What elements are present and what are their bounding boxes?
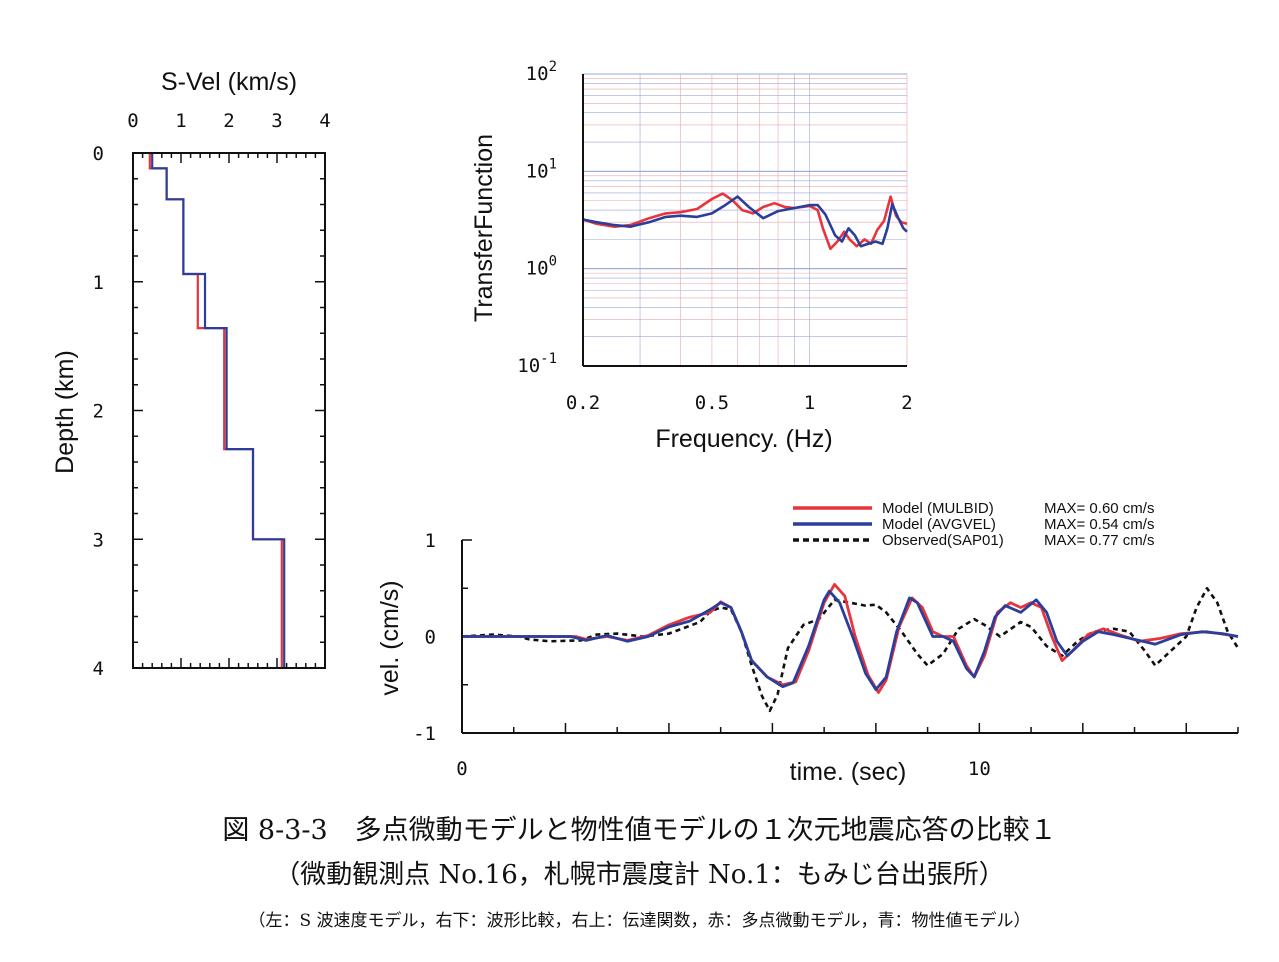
legend-label-avgvel: Model (AVGVEL) (882, 516, 996, 533)
legend-label-mulbid: Model (MULBID) (882, 500, 994, 517)
velocity-x-tick-label: 4 (319, 110, 330, 132)
transfer-y-tick-label: 100 (526, 254, 557, 280)
figure-caption-subtitle: （微動観測点 No.16，札幌市震度計 No.1：もみじ台出張所） (274, 860, 1005, 890)
figure-caption-title: 図 8-3-3 多点微動モデルと物性値モデルの１次元地震応答の比較１ (222, 815, 1057, 846)
transfer-x-tick-label: 0.5 (695, 392, 729, 414)
velocity-profile-chart: S-Vel (km/s) Depth (km) 0 1 2 3 4 0 1 2 3 4 (51, 68, 331, 680)
waveform-series-observed (461, 587, 1240, 713)
transfer-y-tick-label: 10-1 (517, 351, 557, 377)
waveform-legend: Model (MULBID) MAX= 0.60 cm/s Model (AVGVE… (793, 500, 1154, 549)
transfer-function-chart: 0.2 0.5 1 2 10-1 100 101 102 Frequency. (Hz) Tr… (470, 59, 913, 453)
velocity-y-tick-label: 0 (93, 143, 104, 165)
transfer-series (582, 192, 908, 251)
waveform-xaxis-title: time. (sec) (790, 758, 907, 786)
waveform-yaxis-title: vel. (cm/s) (376, 580, 404, 695)
transfer-x-tick-label: 0.2 (566, 392, 600, 414)
velocity-yaxis-title: Depth (km) (51, 350, 79, 474)
velocity-x-tick-label: 2 (223, 110, 234, 132)
figure-caption-note: （左：S 波速度モデル，右下：波形比較，右上：伝達関数，赤：多点微動モデル，青：… (248, 911, 1031, 931)
velocity-x-tick-label: 3 (271, 110, 282, 132)
transfer-x-tick-label: 2 (901, 392, 912, 414)
velocity-xaxis-title: S-Vel (km/s) (161, 68, 297, 96)
velocity-plot-frame (132, 152, 326, 669)
transfer-ticks: 0.2 0.5 1 2 10-1 100 101 102 (517, 59, 912, 414)
transfer-y-tick-label: 101 (526, 156, 557, 182)
velocity-y-tick-label: 3 (93, 529, 104, 551)
velocity-series-avgvel (151, 153, 286, 668)
velocity-y-tick-label: 2 (93, 401, 104, 423)
velocity-series (148, 153, 286, 668)
transfer-series-avgvel (582, 195, 908, 248)
velocity-y-tick-label: 4 (93, 658, 104, 680)
velocity-y-tick-label: 1 (93, 272, 104, 294)
velocity-x-tick-label: 1 (175, 110, 186, 132)
legend-label-observed: Observed(SAP01) (882, 532, 1004, 549)
legend-max-avgvel: MAX= 0.54 cm/s (1044, 516, 1154, 533)
velocity-ticks: 0 1 2 3 4 0 1 2 3 4 (93, 110, 331, 680)
waveform-y-tick-label: -1 (413, 723, 436, 745)
transfer-x-tick-label: 1 (804, 392, 815, 414)
transfer-y-tick-label: 102 (526, 59, 557, 85)
waveform-series (461, 583, 1240, 713)
transfer-xaxis-title: Frequency. (Hz) (655, 425, 832, 453)
waveform-x-tick-label: 10 (968, 758, 991, 780)
transfer-yaxis-title: TransferFunction (470, 134, 498, 322)
velocity-series-mulbid (148, 153, 283, 668)
waveform-y-tick-label: 0 (425, 627, 436, 649)
velocity-x-tick-label: 0 (127, 110, 138, 132)
legend-max-observed: MAX= 0.77 cm/s (1044, 532, 1154, 549)
legend-max-mulbid: MAX= 0.60 cm/s (1044, 500, 1154, 517)
waveform-series-avgvel (462, 589, 1239, 691)
waveform-x-tick-label: 0 (456, 758, 467, 780)
waveform-y-tick-label: 1 (425, 530, 436, 552)
transfer-grid (582, 73, 908, 367)
